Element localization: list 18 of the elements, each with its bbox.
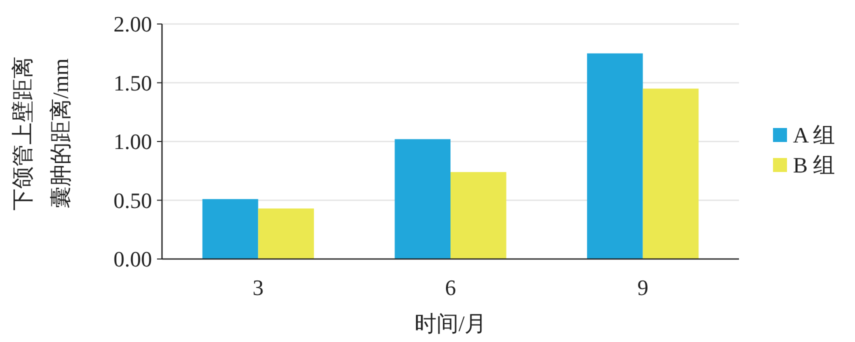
- bar: [587, 53, 643, 259]
- x-tick-label: 3: [252, 275, 264, 300]
- legend-label: A 组: [793, 122, 836, 148]
- legend-label: B 组: [793, 152, 836, 178]
- y-tick-label: 1.00: [114, 129, 152, 154]
- bar: [394, 139, 450, 259]
- y-axis-title: 下颌管上壁距离囊肿的距离/mm: [10, 56, 73, 210]
- bar: [202, 199, 258, 259]
- bar: [642, 88, 699, 259]
- y-tick-label: 1.50: [114, 70, 152, 96]
- y-tick-label: 2.00: [114, 12, 152, 37]
- x-tick-label: 6: [445, 275, 456, 300]
- x-tick-label: 9: [637, 275, 648, 300]
- x-axis-title: 时间/月: [414, 311, 487, 336]
- bar: [450, 172, 506, 259]
- bar: [258, 208, 314, 259]
- y-tick-label: 0.00: [114, 246, 152, 272]
- y-tick-label: 0.50: [114, 188, 152, 213]
